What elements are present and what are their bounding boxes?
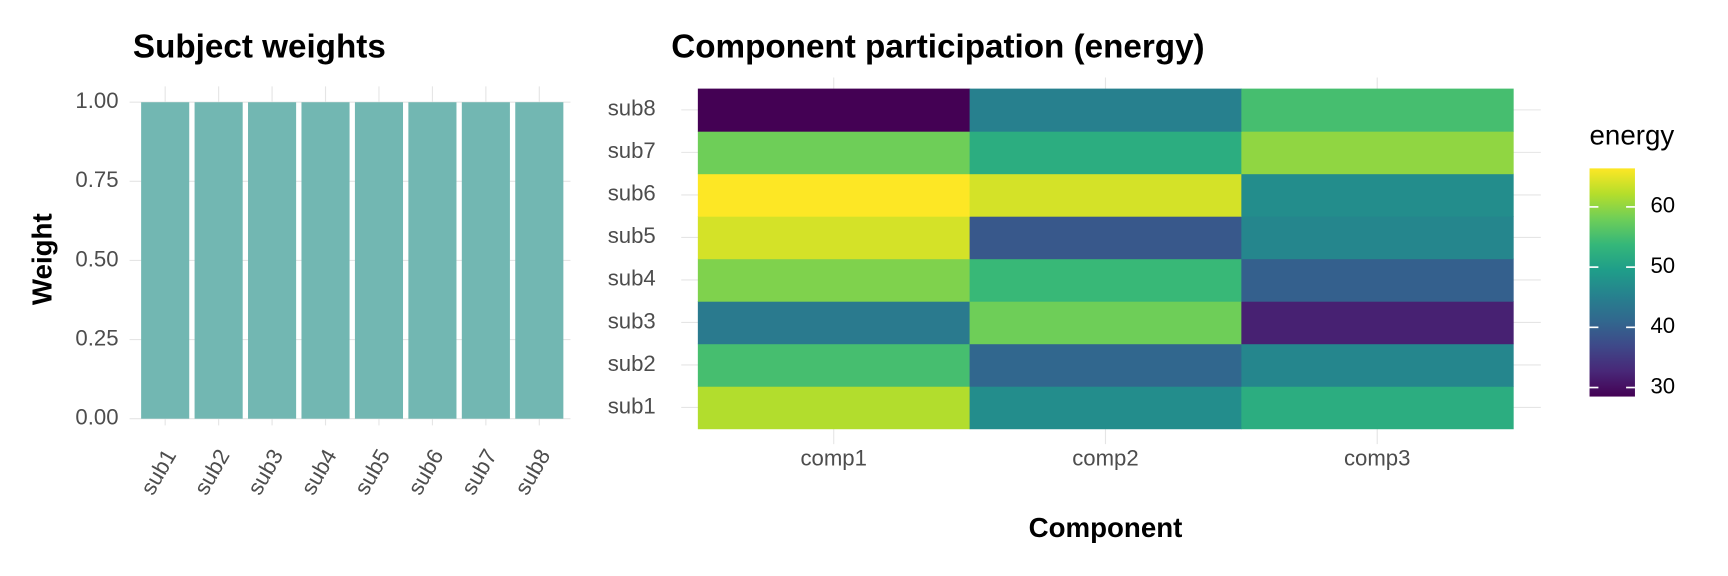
- x-tick-label: sub3: [242, 445, 288, 499]
- y-tick-label: 0.25: [75, 325, 118, 350]
- x-axis-title: Component: [1029, 512, 1183, 543]
- x-tick-label: sub6: [403, 445, 449, 499]
- y-tick-label: sub6: [608, 181, 656, 206]
- x-tick-label: sub4: [296, 445, 342, 499]
- x-tick-label: sub7: [456, 445, 502, 499]
- y-tick-label: sub4: [608, 266, 656, 291]
- y-tick-label: sub2: [608, 351, 656, 376]
- bar: [408, 102, 457, 419]
- heat-cell: [969, 173, 1242, 217]
- heatmap-title: Component participation (energy): [671, 29, 1204, 66]
- heat-cell: [1241, 258, 1514, 302]
- heat-cell: [969, 131, 1242, 175]
- bar: [248, 102, 297, 419]
- bar: [141, 102, 190, 419]
- heat-cell: [697, 258, 971, 302]
- x-tick-label: sub2: [189, 445, 235, 499]
- heat-cell: [969, 88, 1242, 132]
- y-tick-label: sub3: [608, 308, 656, 333]
- y-tick-label: sub8: [608, 96, 656, 121]
- heat-cell: [969, 216, 1242, 260]
- x-tick-label: comp1: [800, 446, 866, 471]
- x-tick-label: sub1: [136, 445, 182, 499]
- heat-cell: [1241, 131, 1514, 175]
- heat-cell: [697, 131, 971, 175]
- y-tick-label: sub7: [608, 138, 656, 163]
- heat-cell: [697, 216, 971, 260]
- heat-cell: [1241, 216, 1514, 260]
- y-tick-label: sub1: [608, 393, 656, 418]
- heat-cell: [1241, 88, 1514, 132]
- colorbar-label: 60: [1650, 193, 1675, 218]
- y-tick-label: 1.00: [75, 88, 118, 113]
- colorbar-label: 30: [1650, 373, 1675, 398]
- heat-cell: [697, 386, 971, 430]
- bar: [461, 102, 510, 419]
- heat-cell: [969, 386, 1242, 430]
- bar: [354, 102, 404, 419]
- x-tick-label: comp3: [1344, 446, 1410, 471]
- y-tick-label: sub5: [608, 223, 656, 248]
- x-tick-label: sub8: [510, 445, 556, 499]
- colorbar-label: 50: [1650, 253, 1675, 278]
- heat-cell: [697, 88, 971, 132]
- x-tick-label: comp2: [1072, 446, 1138, 471]
- bar-title: Subject weights: [133, 29, 386, 66]
- heat-cell: [969, 301, 1242, 345]
- colorbar: [1589, 168, 1635, 397]
- colorbar-label: 40: [1650, 313, 1675, 338]
- y-tick-label: 0.00: [75, 405, 118, 430]
- heat-cell: [969, 258, 1242, 302]
- bar: [301, 102, 350, 419]
- heat-cell: [1241, 301, 1514, 345]
- legend-title: energy: [1590, 120, 1675, 151]
- y-tick-label: 0.50: [75, 246, 118, 271]
- x-tick-label: sub5: [349, 445, 395, 499]
- heat-cell: [697, 343, 971, 387]
- heat-cell: [697, 301, 971, 345]
- y-tick-label: 0.75: [75, 167, 118, 192]
- y-axis-title: Weight: [27, 213, 58, 305]
- heat-cell: [697, 173, 971, 217]
- heat-cell: [1241, 343, 1514, 387]
- bar: [515, 102, 564, 419]
- heat-cell: [969, 343, 1242, 387]
- heat-cell: [1241, 173, 1514, 217]
- bar: [194, 102, 243, 419]
- heat-cell: [1241, 386, 1514, 430]
